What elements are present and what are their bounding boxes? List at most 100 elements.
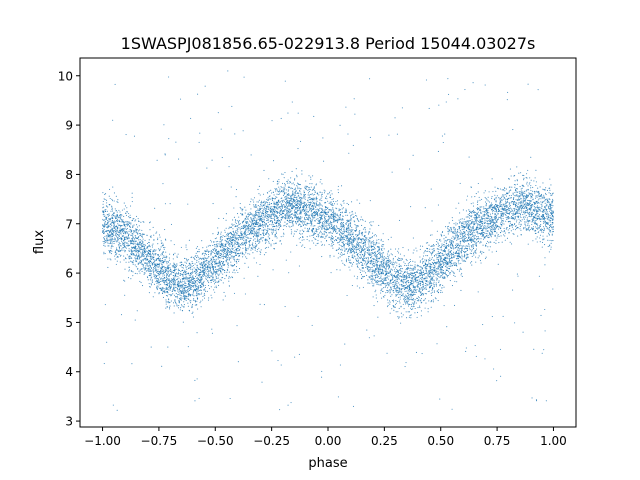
data-point	[111, 215, 113, 217]
data-point	[268, 234, 270, 236]
data-point	[108, 218, 110, 220]
data-point	[239, 202, 241, 205]
data-point	[422, 245, 424, 247]
data-point	[113, 231, 115, 233]
data-point	[203, 257, 205, 259]
data-point	[431, 279, 433, 281]
data-point	[544, 200, 546, 202]
data-point	[147, 279, 149, 281]
data-point	[460, 274, 462, 276]
data-point	[520, 229, 522, 231]
data-point	[117, 199, 119, 201]
data-point	[132, 247, 134, 249]
data-point	[338, 244, 340, 246]
data-point	[364, 257, 366, 260]
data-point	[441, 258, 443, 260]
data-point	[475, 256, 477, 258]
data-point	[258, 224, 260, 226]
data-point	[389, 291, 391, 293]
data-point	[113, 227, 115, 229]
data-point	[398, 282, 400, 284]
data-point	[463, 238, 466, 240]
data-point	[134, 242, 136, 244]
data-point	[113, 221, 115, 224]
data-point	[212, 265, 214, 267]
data-point	[463, 218, 465, 220]
data-point	[344, 235, 347, 237]
data-point	[343, 253, 346, 255]
data-point	[205, 271, 207, 273]
data-point	[539, 234, 541, 236]
data-point	[288, 225, 290, 227]
data-point	[342, 231, 344, 233]
data-point	[144, 245, 146, 247]
data-point	[520, 193, 522, 195]
data-point	[267, 233, 269, 235]
data-point	[169, 267, 171, 269]
data-point	[452, 219, 454, 221]
data-point	[453, 228, 455, 230]
data-point	[458, 263, 460, 265]
data-point	[157, 286, 159, 288]
data-point	[283, 190, 285, 192]
data-point	[448, 261, 450, 263]
data-point	[215, 258, 217, 260]
data-point	[405, 258, 407, 261]
data-point	[427, 265, 429, 267]
data-point	[461, 257, 463, 259]
data-point	[208, 297, 210, 299]
data-point	[510, 217, 512, 219]
data-point	[433, 283, 435, 285]
data-point	[329, 194, 331, 196]
data-point	[453, 231, 455, 233]
data-point	[473, 244, 475, 246]
data-point	[368, 232, 370, 234]
data-point	[156, 282, 158, 285]
data-point	[515, 208, 517, 210]
data-point	[245, 228, 247, 230]
data-point	[200, 270, 202, 272]
data-point	[203, 273, 205, 276]
data-point	[359, 287, 361, 289]
data-point	[280, 236, 282, 238]
data-point	[405, 303, 407, 305]
data-point	[253, 232, 255, 235]
data-point	[257, 249, 259, 251]
data-point	[291, 219, 293, 221]
data-point	[332, 238, 334, 240]
data-point	[533, 180, 535, 182]
data-point	[283, 200, 285, 202]
data-point	[291, 191, 294, 193]
data-point	[508, 191, 510, 193]
data-point	[284, 196, 286, 198]
data-point	[512, 224, 514, 226]
data-point	[111, 227, 113, 229]
data-point	[156, 254, 158, 256]
data-point	[112, 186, 114, 188]
data-point	[522, 204, 524, 206]
data-point	[519, 219, 521, 222]
data-point	[434, 255, 436, 257]
data-point	[370, 260, 372, 262]
data-point	[227, 249, 229, 251]
data-point	[254, 226, 256, 228]
data-point	[374, 252, 376, 255]
data-point	[384, 262, 386, 264]
data-point	[542, 221, 544, 223]
data-point	[262, 225, 264, 227]
data-point	[135, 259, 137, 261]
data-point	[299, 224, 301, 226]
data-point	[194, 258, 196, 261]
data-point	[448, 245, 450, 247]
data-point	[115, 249, 117, 251]
data-point	[470, 226, 472, 228]
data-point	[398, 248, 400, 250]
data-point	[350, 238, 352, 240]
data-point	[246, 221, 248, 223]
data-point	[411, 269, 413, 271]
data-point	[455, 243, 457, 245]
data-point	[343, 264, 345, 266]
data-point	[122, 244, 124, 246]
data-point	[339, 216, 341, 218]
data-point	[258, 227, 260, 229]
